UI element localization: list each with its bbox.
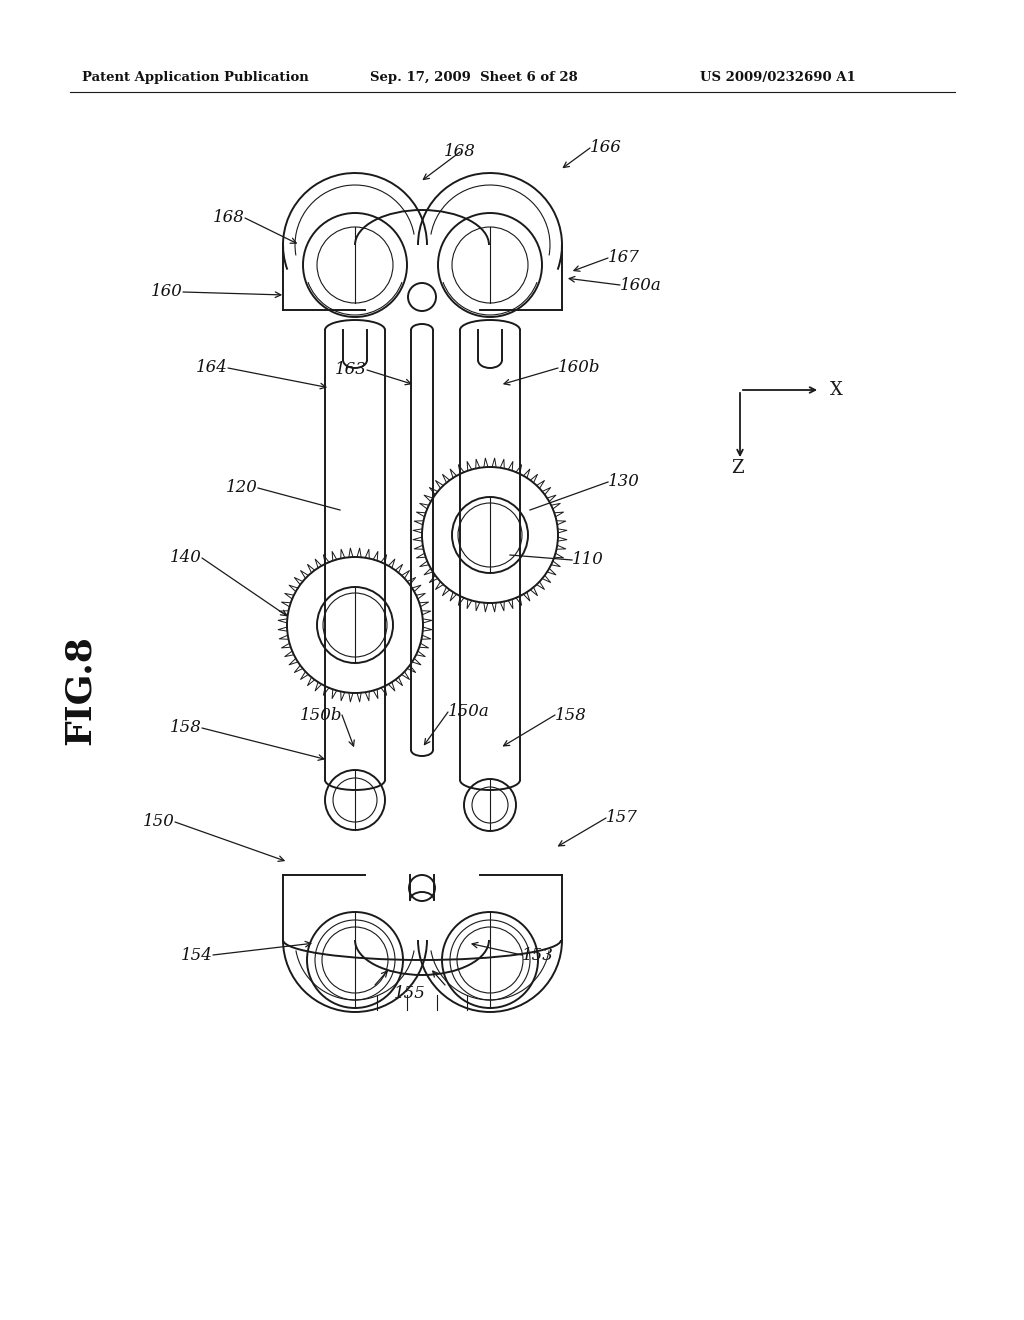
Text: Patent Application Publication: Patent Application Publication <box>82 71 309 84</box>
Text: X: X <box>830 381 843 399</box>
Text: 157: 157 <box>606 809 638 826</box>
Text: 140: 140 <box>170 549 202 566</box>
Text: 158: 158 <box>555 706 587 723</box>
Text: 154: 154 <box>181 946 213 964</box>
Text: 130: 130 <box>608 474 640 491</box>
Text: 150b: 150b <box>299 706 342 723</box>
Text: 120: 120 <box>226 479 258 496</box>
Text: Z: Z <box>731 459 743 477</box>
Text: 166: 166 <box>590 140 622 157</box>
Text: 155: 155 <box>394 985 426 1002</box>
Text: 153: 153 <box>522 946 554 964</box>
Text: 110: 110 <box>572 552 604 569</box>
Text: 150a: 150a <box>449 704 489 721</box>
Text: 160b: 160b <box>558 359 600 376</box>
Text: 167: 167 <box>608 249 640 267</box>
Text: 160a: 160a <box>620 276 662 293</box>
Text: 150: 150 <box>143 813 175 830</box>
Text: FIG.8: FIG.8 <box>63 635 97 744</box>
Text: 168: 168 <box>444 144 476 161</box>
Text: 168: 168 <box>213 210 245 227</box>
Text: 164: 164 <box>197 359 228 376</box>
Text: US 2009/0232690 A1: US 2009/0232690 A1 <box>700 71 856 84</box>
Text: 160: 160 <box>152 284 183 301</box>
Text: Sep. 17, 2009  Sheet 6 of 28: Sep. 17, 2009 Sheet 6 of 28 <box>370 71 578 84</box>
Text: 163: 163 <box>335 362 367 379</box>
Text: 158: 158 <box>170 719 202 737</box>
